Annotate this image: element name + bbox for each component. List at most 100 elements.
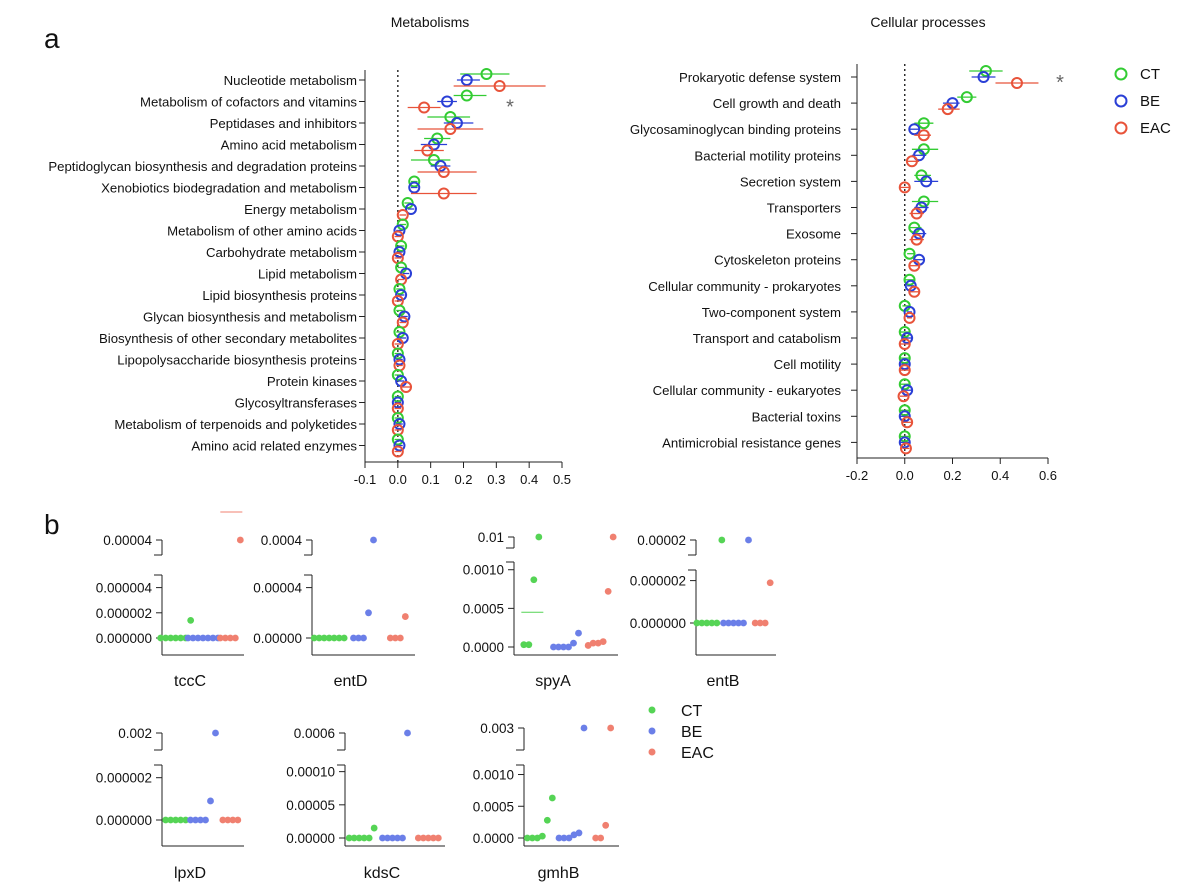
panel-label-b: b <box>44 509 60 540</box>
x-tick-label: 0.2 <box>454 472 472 487</box>
data-point-eac <box>219 816 227 824</box>
scatter-panel-tccC: 0.00004 0.000000 0.000002 0.000004 tccC <box>96 511 244 690</box>
point-ct <box>917 117 930 130</box>
point-be <box>395 289 408 301</box>
point-be <box>913 149 926 162</box>
y-tick-label: 0.000002 <box>630 574 686 589</box>
row-label-bacterial-motility-proteins: Bacterial motility proteins <box>694 148 841 163</box>
point-ct <box>391 433 404 446</box>
point-ct <box>917 195 930 208</box>
data-point-eac <box>607 724 615 732</box>
point-be <box>977 71 990 83</box>
point-ct <box>903 273 916 286</box>
y-tick-label: 0.0010 <box>463 563 504 578</box>
data-point-be <box>192 816 199 824</box>
data-point-ct <box>528 834 536 842</box>
data-point-ct <box>708 619 716 627</box>
cellular-processes-title: Cellular processes <box>870 14 985 30</box>
data-point-be <box>350 634 357 642</box>
point-be <box>393 418 406 430</box>
data-point-be <box>189 634 197 642</box>
legend-a-ct-marker <box>1114 67 1128 81</box>
point-be <box>393 439 406 452</box>
data-point-eac <box>236 536 244 544</box>
point-eac <box>391 230 404 243</box>
row-label-metabolism-of-cofactors-and-vitamins: Metabolism of cofactors and vitamins <box>140 95 357 110</box>
row-label-protein-kinases: Protein kinases <box>267 374 358 389</box>
row-label-transport-and-catabolism: Transport and catabolism <box>693 331 841 346</box>
y-tick-label: 0.00004 <box>103 533 152 548</box>
y-tick-label: 0.0010 <box>473 768 514 783</box>
data-point-be <box>565 643 572 651</box>
data-point-ct <box>172 816 180 824</box>
data-point-ct <box>315 634 323 642</box>
point-be <box>908 123 921 136</box>
row-label-peptidases-and-inhibitors: Peptidases and inhibitors <box>210 116 358 131</box>
data-point-eac <box>589 639 597 647</box>
data-point-be <box>212 729 219 737</box>
gene-label: gmhB <box>538 865 580 882</box>
gene-label: lpxD <box>174 865 206 882</box>
legend-b-ct-marker <box>648 706 656 714</box>
point-eac <box>391 295 404 307</box>
data-point-be <box>730 619 737 627</box>
point-ct <box>391 369 404 381</box>
point-eac <box>1010 77 1023 89</box>
point-ct <box>460 89 473 102</box>
legend-b: CT BE EAC <box>648 703 714 762</box>
data-point-eac <box>592 834 600 842</box>
point-be <box>441 95 454 108</box>
point-ct <box>898 352 911 365</box>
row-label-metabolism-of-other-amino-acids: Metabolism of other amino acids <box>167 224 357 239</box>
data-point-eac <box>604 587 612 595</box>
point-ct <box>393 283 406 295</box>
data-point-eac <box>224 816 232 824</box>
row-label-cell-growth-and-death: Cell growth and death <box>713 96 841 111</box>
data-point-be <box>740 619 747 627</box>
data-point-be <box>550 643 557 651</box>
data-point-ct <box>187 616 195 624</box>
data-point-eac <box>226 634 234 642</box>
point-eac <box>391 445 404 458</box>
data-point-ct <box>172 634 180 642</box>
row-label-lipopolysaccharide-biosynthesis-proteins: Lipopolysaccharide biosynthesis proteins <box>117 353 357 368</box>
data-point-ct <box>320 634 328 642</box>
point-be <box>898 358 911 371</box>
data-point-ct <box>157 634 165 642</box>
point-eac <box>903 311 916 324</box>
row-label-bacterial-toxins: Bacterial toxins <box>752 409 842 424</box>
data-point-ct <box>525 641 533 649</box>
point-eac <box>901 416 914 429</box>
point-be <box>901 332 914 344</box>
forest-plot-cellular-processes: -0.2 0.0 0.2 0.4 0.6 Prokaryotic defense syst… <box>630 64 1064 483</box>
row-label-secretion-system: Secretion system <box>740 174 841 189</box>
data-point-ct <box>340 634 348 642</box>
point-ct <box>898 404 911 417</box>
row-label-prokaryotic-defense-system: Prokaryotic defense system <box>679 70 841 85</box>
data-point-eac <box>766 579 774 587</box>
data-point-ct <box>330 634 338 642</box>
data-point-ct <box>162 634 170 642</box>
metabolisms-title: Metabolisms <box>391 14 470 30</box>
point-eac <box>897 390 910 403</box>
y-tick-label: 0.000004 <box>96 581 153 596</box>
data-point-ct <box>535 533 543 541</box>
y-tick-label: 0.002 <box>118 726 152 741</box>
point-eac <box>905 155 918 168</box>
legend-b-eac-label: EAC <box>681 745 714 762</box>
point-eac <box>396 316 409 329</box>
point-eac <box>898 338 911 350</box>
point-ct <box>898 378 911 391</box>
point-ct <box>480 68 493 80</box>
row-label-cellular-community-eukaryotes: Cellular community - eukaryotes <box>653 383 842 398</box>
significance-asterisk: * <box>1056 72 1064 94</box>
data-point-be <box>194 634 202 642</box>
point-eac <box>898 364 911 377</box>
point-ct <box>444 111 457 123</box>
x-tick-label: 0.1 <box>422 472 440 487</box>
row-label-amino-acid-related-enzymes: Amino acid related enzymes <box>191 439 357 454</box>
data-point-ct <box>167 816 175 824</box>
point-ct <box>427 154 440 166</box>
point-be <box>450 117 463 129</box>
